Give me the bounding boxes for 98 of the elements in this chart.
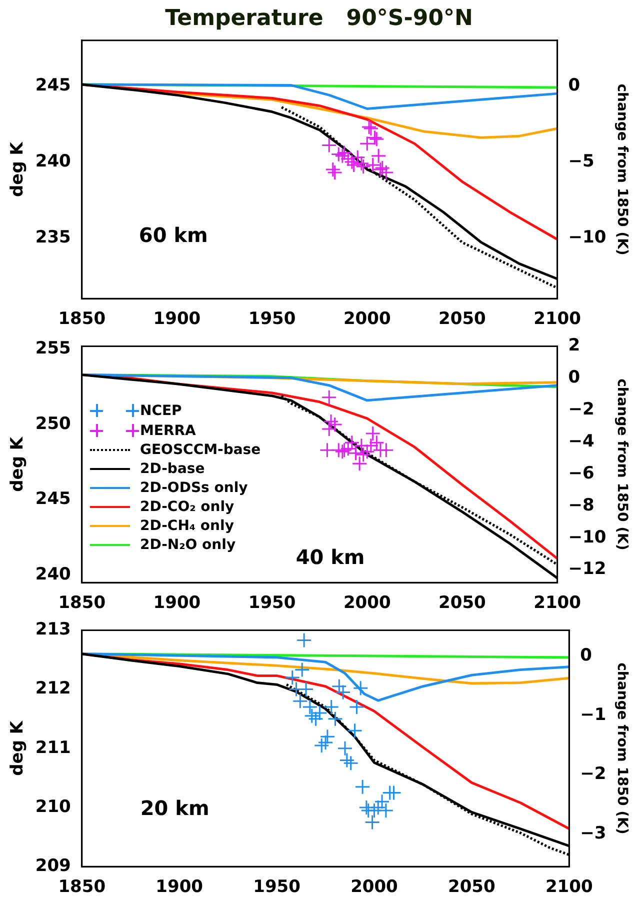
x-tick-label: 2100 (534, 593, 582, 614)
point (339, 752, 355, 768)
point (308, 711, 324, 727)
y2-tick-label: −8 (568, 495, 594, 516)
y-tick-label: 212 (35, 678, 71, 699)
y2-tick-label: −2 (580, 764, 606, 784)
point (365, 426, 381, 442)
legend-label: 2D-base (140, 460, 205, 476)
y-axis-title: deg K (8, 720, 28, 776)
point (327, 416, 343, 432)
legend-label: NCEP (140, 402, 182, 418)
point (352, 456, 368, 472)
y2-tick-label: −12 (568, 559, 606, 580)
y-tick-label: 255 (35, 338, 71, 359)
y2-tick-label: −5 (568, 151, 594, 172)
point (352, 680, 368, 696)
legend-label: 2D-N₂O only (140, 536, 236, 552)
y2-tick-label: −10 (568, 227, 606, 248)
point (356, 446, 372, 462)
legend-label: GEOSCCM-base (140, 442, 261, 458)
point (370, 800, 386, 816)
y-tick-label: 235 (35, 227, 71, 248)
y2-tick-label: 0 (580, 646, 592, 666)
point (337, 740, 353, 756)
x-tick-label: 1850 (58, 309, 106, 330)
chart-title: Temperature 90°S-90°N (165, 6, 473, 31)
point (324, 699, 340, 715)
x-tick-label: 2000 (350, 877, 398, 898)
y2-tick-label: 2 (568, 336, 580, 356)
y-axis-title: deg K (8, 436, 28, 492)
annotation: 60 km (138, 222, 208, 247)
point (318, 734, 334, 750)
y-tick-label: 240 (35, 564, 72, 584)
point (354, 779, 370, 795)
point (346, 722, 362, 738)
point (320, 728, 336, 744)
point (378, 164, 394, 180)
y2-axis-title: change from 1850 (K) (614, 662, 630, 834)
y2-tick-label: −1 (580, 704, 606, 725)
y-tick-label: 210 (35, 796, 72, 817)
point (327, 164, 343, 180)
point (294, 662, 310, 678)
x-tick-label: 2050 (438, 309, 486, 330)
y-axis-title: deg K (8, 141, 28, 197)
point (321, 421, 337, 437)
x-tick-label: 2050 (448, 877, 496, 898)
x-tick-label: 2000 (343, 309, 391, 330)
point (314, 738, 330, 754)
legend-label: MERRA (140, 422, 196, 438)
y-tick-label: 245 (35, 489, 71, 510)
x-tick-label: 2000 (343, 593, 391, 614)
point (296, 632, 312, 648)
x-tick-label: 1900 (153, 309, 201, 330)
point (343, 755, 359, 771)
point (374, 794, 390, 810)
point (359, 136, 375, 152)
point (364, 814, 380, 830)
legend-label: 2D-CH₄ only (140, 518, 234, 534)
point (323, 414, 339, 430)
point (344, 434, 360, 450)
point (378, 802, 394, 818)
legend-label: 2D-ODSs only (140, 480, 248, 496)
y2-tick-label: −3 (580, 823, 606, 844)
x-tick-label: 1850 (58, 593, 106, 614)
y-tick-label: 211 (35, 738, 71, 758)
y2-tick-label: 0 (568, 368, 580, 388)
x-tick-label: 2100 (534, 309, 582, 330)
x-tick-label: 1900 (153, 593, 201, 614)
y2-axis-title: change from 1850 (K) (614, 378, 630, 550)
y-tick-label: 245 (35, 75, 71, 96)
point (348, 699, 364, 715)
y-tick-label: 240 (35, 151, 72, 172)
y2-tick-label: 0 (568, 75, 580, 96)
annotation: 20 km (140, 796, 210, 820)
annotation: 40 km (296, 545, 365, 570)
x-tick-label: 1900 (156, 877, 204, 898)
point (304, 708, 320, 724)
x-tick-label: 1950 (248, 309, 296, 330)
point (284, 670, 300, 686)
point (363, 438, 379, 454)
y2-axis-title: change from 1850 (K) (614, 84, 630, 256)
y2-tick-label: −6 (568, 463, 594, 484)
x-tick-label: 2050 (438, 593, 486, 614)
point (328, 711, 343, 727)
x-tick-label: 1950 (253, 877, 301, 898)
x-tick-label: 2100 (545, 877, 593, 898)
y-tick-label: 213 (35, 620, 71, 640)
legend-label: 2D-CO₂ only (140, 498, 234, 514)
point (321, 390, 337, 406)
y2-tick-label: −10 (568, 527, 606, 548)
x-tick-label: 1950 (248, 593, 296, 614)
point (370, 148, 386, 164)
point (325, 162, 341, 178)
x-tick-label: 1850 (58, 877, 106, 898)
y2-tick-label: −2 (568, 400, 594, 420)
y-tick-label: 209 (35, 856, 71, 876)
y2-tick-label: −4 (568, 431, 595, 452)
y-tick-label: 250 (35, 414, 72, 434)
